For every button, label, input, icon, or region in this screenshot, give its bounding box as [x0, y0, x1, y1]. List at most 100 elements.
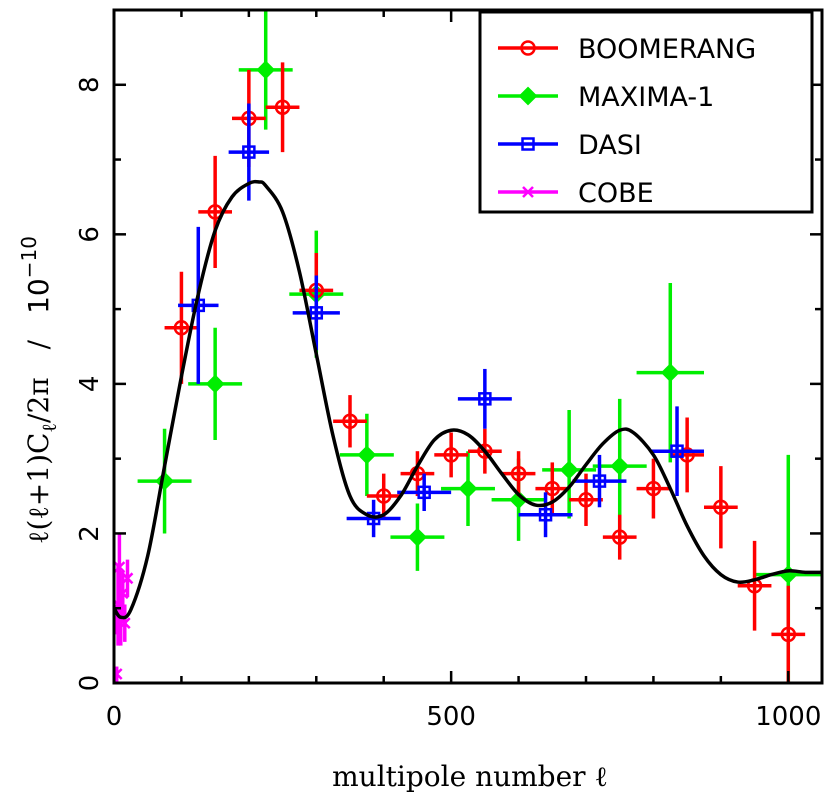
- legend-label-cobe: COBE: [578, 178, 654, 209]
- dasi-point-3: [292, 275, 340, 351]
- cobe-marker-3: [114, 561, 126, 573]
- cobe-marker-1: [114, 668, 123, 680]
- svg-text:ℓ(ℓ+1)Cℓ/2π/10−10: ℓ(ℓ+1)Cℓ/2π / 10−10: [17, 236, 61, 544]
- boomerang-point-2: [198, 155, 232, 268]
- maxima-1-point-6: [390, 503, 445, 571]
- dasi-marker-8: [592, 474, 607, 488]
- legend-label-boomerang: BOOMERANG: [578, 34, 756, 65]
- legend-item-cobe: COBE: [498, 178, 654, 209]
- maxima-1-marker-6: [408, 527, 427, 547]
- boomerang-marker-10: [477, 443, 493, 459]
- boomerang-point-7: [366, 473, 401, 519]
- boomerang-marker-7: [375, 488, 392, 504]
- boomerang-point-1: [164, 271, 199, 384]
- boomerang-point-15: [636, 458, 671, 519]
- boomerang-point-11: [501, 451, 536, 497]
- x-tick-label-1000: 1000: [755, 702, 821, 732]
- y-axis-title-scale-exponent: −10: [17, 236, 41, 278]
- cobe-marker-7: [121, 572, 134, 585]
- boomerang-point-18: [737, 540, 772, 631]
- maxima-1-point-2: [188, 327, 243, 440]
- boomerang-marker-19: [780, 626, 797, 643]
- plot-frame: [112, 8, 824, 685]
- maxima-1-point-10: [592, 398, 647, 534]
- dasi-point-9: [650, 406, 704, 497]
- legend: BOOMERANG MAXIMA-1 DASI COBE: [478, 10, 814, 214]
- x-tick-label-0: 0: [106, 702, 123, 732]
- boomerang-point-17: [704, 466, 738, 549]
- y-axis-title-scale: 10: [22, 278, 55, 314]
- y-tick-label-2: 2: [75, 525, 105, 542]
- dasi-marker-4: [366, 511, 381, 526]
- dasi-point-6: [457, 368, 512, 429]
- axes: 0 500 1000 0 2 4 6 8: [75, 8, 824, 732]
- dasi-marker-6: [478, 392, 492, 406]
- dasi-marker-9: [670, 444, 684, 458]
- boomerang-marker-4: [274, 99, 291, 115]
- boomerang-marker-1: [173, 320, 190, 336]
- maxima-1-point-7: [441, 451, 495, 526]
- x-tick-label-500: 500: [426, 702, 476, 732]
- boomerang-marker-16: [679, 447, 695, 463]
- boomerang-marker-9: [443, 447, 459, 463]
- y-tick-label-0: 0: [75, 675, 105, 692]
- legend-marker-boomerang: [520, 40, 536, 56]
- dasi-marker-2: [242, 145, 256, 159]
- cobe-point-6: [118, 604, 131, 642]
- dasi-point-7: [518, 492, 573, 538]
- maxima-1-marker-9: [559, 460, 579, 480]
- y-axis-title: ℓ(ℓ+1)Cℓ/2π / 10−10: [17, 236, 61, 544]
- boomerang-point-12: [535, 462, 570, 515]
- x-axis-title: multipole number ℓ: [332, 760, 608, 793]
- legend-item-boomerang: BOOMERANG: [498, 34, 756, 65]
- y-tick-label-6: 6: [75, 226, 105, 243]
- boomerang-marker-13: [578, 492, 594, 508]
- y-tick-label-4: 4: [75, 376, 105, 393]
- legend-marker-maxima-1: [518, 86, 538, 106]
- dasi-point-5: [397, 473, 452, 512]
- boomerang-point-19: [771, 585, 806, 683]
- maxima-1-point-11: [636, 282, 704, 463]
- legend-label-maxima-1: MAXIMA-1: [578, 82, 714, 113]
- legend-marker-dasi: [521, 137, 535, 151]
- y-axis-title-tail: /2π: [22, 377, 55, 423]
- y-tick-label-8: 8: [75, 77, 105, 94]
- dasi-marker-5: [417, 485, 431, 500]
- dasi-point-1: [178, 226, 219, 384]
- cobe-point-1: [114, 666, 123, 682]
- maxima-1-marker-2: [205, 374, 225, 394]
- legend-item-dasi: DASI: [498, 130, 642, 161]
- boomerang-point-14: [602, 514, 637, 560]
- maxima-1-marker-12: [778, 565, 798, 584]
- cobe-point-7: [121, 559, 134, 598]
- boomerang-marker-15: [645, 480, 662, 497]
- dasi-marker-7: [538, 508, 553, 522]
- boomerang-marker-12: [544, 480, 561, 497]
- y-axis-title-slash: /: [22, 339, 55, 349]
- cobe-marker-6: [118, 617, 131, 630]
- plot-inner: [114, 10, 822, 683]
- plot-area: [114, 10, 822, 683]
- dasi-marker-3: [309, 306, 324, 320]
- maxima-1-marker-3: [256, 60, 276, 80]
- y-axis-title-sub: ℓ: [37, 423, 61, 433]
- legend-marker-cobe: [522, 186, 534, 198]
- legend-item-maxima-1: MAXIMA-1: [498, 82, 714, 113]
- boomerang-marker-11: [510, 465, 527, 482]
- series-dasi: [178, 103, 704, 538]
- maxima-1-marker-7: [458, 479, 478, 498]
- maxima-1-marker-10: [610, 456, 630, 476]
- legend-box: [478, 10, 814, 214]
- model-curve: [114, 179, 822, 620]
- maxima-1-marker-1: [155, 471, 174, 491]
- boomerang-marker-6: [342, 413, 358, 430]
- maxima-1-marker-5: [357, 445, 377, 465]
- boomerang-point-4: [265, 62, 300, 153]
- boomerang-marker-17: [713, 499, 729, 516]
- boomerang-point-6: [333, 395, 367, 448]
- legend-label-dasi: DASI: [578, 130, 642, 161]
- maxima-1-point-1: [137, 428, 192, 534]
- boomerang-marker-14: [611, 529, 628, 545]
- dasi-point-8: [572, 454, 627, 508]
